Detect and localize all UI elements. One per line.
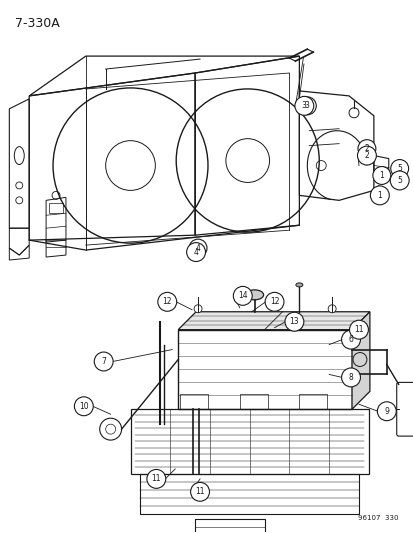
Text: 7: 7 — [101, 357, 106, 366]
Text: 12: 12 — [269, 297, 279, 306]
Circle shape — [389, 171, 408, 190]
Text: 11: 11 — [354, 325, 363, 334]
Circle shape — [157, 293, 176, 311]
Circle shape — [74, 397, 93, 416]
Circle shape — [189, 239, 206, 257]
Circle shape — [328, 305, 335, 313]
Text: 1: 1 — [379, 171, 383, 180]
Ellipse shape — [245, 290, 263, 300]
Circle shape — [376, 402, 395, 421]
Text: 10: 10 — [79, 402, 88, 411]
Circle shape — [356, 146, 375, 165]
Polygon shape — [178, 312, 369, 330]
Text: 2: 2 — [364, 144, 368, 153]
Text: 14: 14 — [237, 292, 247, 301]
Ellipse shape — [295, 283, 302, 287]
Circle shape — [294, 96, 313, 115]
Circle shape — [264, 293, 283, 311]
Text: 2: 2 — [364, 151, 368, 160]
Circle shape — [349, 320, 368, 339]
Text: 7-330A: 7-330A — [15, 17, 60, 30]
Circle shape — [194, 305, 202, 313]
Text: 1: 1 — [377, 191, 381, 200]
Text: 9: 9 — [383, 407, 388, 416]
Circle shape — [390, 159, 408, 177]
Polygon shape — [351, 312, 369, 409]
Text: 4: 4 — [195, 244, 200, 253]
Circle shape — [186, 243, 205, 262]
Circle shape — [298, 97, 316, 115]
Circle shape — [94, 352, 113, 371]
Circle shape — [372, 166, 390, 184]
Circle shape — [284, 312, 303, 331]
Text: 11: 11 — [151, 474, 161, 483]
Text: 4: 4 — [193, 247, 198, 256]
Text: 5: 5 — [396, 176, 401, 185]
Text: 3: 3 — [301, 101, 306, 110]
Text: 96107  330: 96107 330 — [357, 515, 398, 521]
Circle shape — [233, 286, 252, 305]
Circle shape — [147, 470, 165, 488]
Text: 6: 6 — [348, 335, 353, 344]
Circle shape — [370, 186, 388, 205]
Text: 11: 11 — [195, 487, 204, 496]
Text: 12: 12 — [162, 297, 172, 306]
Circle shape — [190, 482, 209, 501]
Text: 3: 3 — [304, 101, 309, 110]
Circle shape — [341, 330, 360, 349]
Text: 13: 13 — [289, 317, 299, 326]
Circle shape — [341, 368, 360, 387]
Text: 8: 8 — [348, 373, 353, 382]
Text: 5: 5 — [396, 164, 401, 173]
Circle shape — [357, 140, 375, 158]
